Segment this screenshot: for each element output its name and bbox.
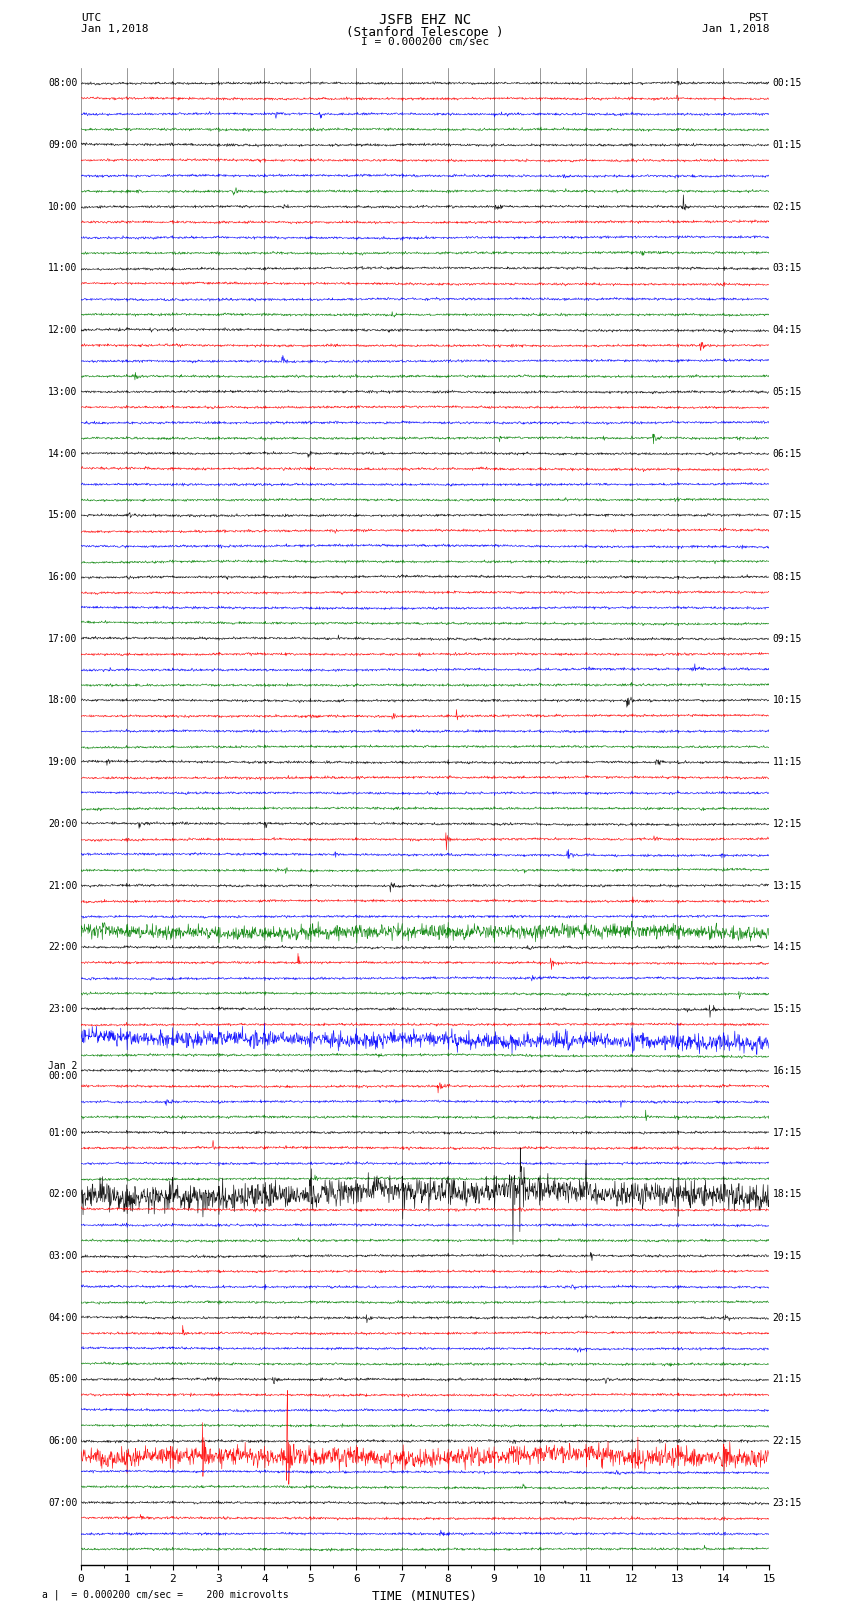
Text: 22:15: 22:15 [773,1436,802,1447]
Text: 16:15: 16:15 [773,1066,802,1076]
Text: 17:00: 17:00 [48,634,77,644]
Text: a |  = 0.000200 cm/sec =    200 microvolts: a | = 0.000200 cm/sec = 200 microvolts [42,1589,289,1600]
Text: (Stanford Telescope ): (Stanford Telescope ) [346,26,504,39]
Text: 21:15: 21:15 [773,1374,802,1384]
Text: UTC: UTC [81,13,101,23]
Text: 19:00: 19:00 [48,756,77,768]
Text: PST: PST [749,13,769,23]
Text: 18:15: 18:15 [773,1189,802,1198]
Text: 12:00: 12:00 [48,326,77,336]
Text: 19:15: 19:15 [773,1252,802,1261]
Text: 23:00: 23:00 [48,1003,77,1015]
Text: 23:15: 23:15 [773,1498,802,1508]
Text: 18:00: 18:00 [48,695,77,705]
Text: Jan 1,2018: Jan 1,2018 [81,24,148,34]
Text: 15:15: 15:15 [773,1003,802,1015]
Text: 21:00: 21:00 [48,881,77,890]
Text: 13:00: 13:00 [48,387,77,397]
Text: 08:00: 08:00 [48,77,77,89]
Text: JSFB EHZ NC: JSFB EHZ NC [379,13,471,27]
Text: 09:00: 09:00 [48,140,77,150]
Text: 01:15: 01:15 [773,140,802,150]
Text: 11:00: 11:00 [48,263,77,273]
Text: 16:00: 16:00 [48,573,77,582]
Text: 08:15: 08:15 [773,573,802,582]
Text: 03:15: 03:15 [773,263,802,273]
Text: 10:15: 10:15 [773,695,802,705]
Text: 20:15: 20:15 [773,1313,802,1323]
Text: 11:15: 11:15 [773,756,802,768]
Text: 06:00: 06:00 [48,1436,77,1447]
Text: Jan 2: Jan 2 [48,1061,77,1071]
Text: 20:00: 20:00 [48,819,77,829]
Text: Jan 1,2018: Jan 1,2018 [702,24,769,34]
Text: 00:00: 00:00 [48,1071,77,1081]
Text: 13:15: 13:15 [773,881,802,890]
Text: 01:00: 01:00 [48,1127,77,1137]
Text: 14:00: 14:00 [48,448,77,458]
Text: 14:15: 14:15 [773,942,802,952]
Text: 04:15: 04:15 [773,326,802,336]
Text: 12:15: 12:15 [773,819,802,829]
Text: 06:15: 06:15 [773,448,802,458]
Text: 17:15: 17:15 [773,1127,802,1137]
Text: 05:15: 05:15 [773,387,802,397]
Text: 07:00: 07:00 [48,1498,77,1508]
Text: I = 0.000200 cm/sec: I = 0.000200 cm/sec [361,37,489,47]
Text: 15:00: 15:00 [48,510,77,521]
Text: 03:00: 03:00 [48,1252,77,1261]
X-axis label: TIME (MINUTES): TIME (MINUTES) [372,1590,478,1603]
Text: 10:00: 10:00 [48,202,77,211]
Text: 02:15: 02:15 [773,202,802,211]
Text: 05:00: 05:00 [48,1374,77,1384]
Text: 04:00: 04:00 [48,1313,77,1323]
Text: 07:15: 07:15 [773,510,802,521]
Text: 09:15: 09:15 [773,634,802,644]
Text: 22:00: 22:00 [48,942,77,952]
Text: 00:15: 00:15 [773,77,802,89]
Text: 02:00: 02:00 [48,1189,77,1198]
